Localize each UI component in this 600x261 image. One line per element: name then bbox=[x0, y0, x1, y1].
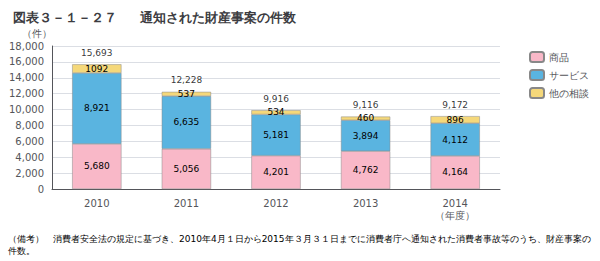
svg-text:（備考） 消費者安全法の規定に基づき、2010年4月１日から: （備考） 消費者安全法の規定に基づき、2010年4月１日から2015年３月３１日… bbox=[8, 234, 591, 244]
svg-text:5,680: 5,680 bbox=[84, 161, 110, 171]
svg-text:9,916: 9,916 bbox=[263, 94, 289, 104]
svg-text:4,762: 4,762 bbox=[353, 165, 379, 175]
svg-text:534: 534 bbox=[267, 107, 284, 117]
svg-text:サービス: サービス bbox=[549, 70, 589, 81]
svg-text:他の相談: 他の相談 bbox=[549, 88, 589, 99]
svg-text:3,894: 3,894 bbox=[353, 131, 379, 141]
svg-text:6,635: 6,635 bbox=[174, 117, 200, 127]
svg-text:4,164: 4,164 bbox=[442, 167, 468, 177]
svg-text:5,056: 5,056 bbox=[174, 164, 200, 174]
svg-text:2,000: 2,000 bbox=[15, 168, 44, 179]
svg-text:16,000: 16,000 bbox=[9, 56, 44, 67]
svg-text:0: 0 bbox=[38, 184, 44, 195]
svg-text:2014: 2014 bbox=[442, 198, 467, 209]
svg-text:通知された財産事案の件数: 通知された財産事案の件数 bbox=[139, 10, 297, 25]
svg-text:4,000: 4,000 bbox=[15, 152, 44, 163]
svg-text:商品: 商品 bbox=[549, 52, 569, 63]
svg-text:4,112: 4,112 bbox=[442, 135, 468, 145]
svg-text:537: 537 bbox=[178, 89, 195, 99]
svg-text:18,000: 18,000 bbox=[9, 41, 44, 52]
svg-text:5,181: 5,181 bbox=[263, 130, 289, 140]
svg-text:8,921: 8,921 bbox=[84, 103, 110, 113]
svg-text:2010: 2010 bbox=[84, 198, 109, 209]
svg-text:12,000: 12,000 bbox=[9, 88, 44, 99]
svg-text:15,693: 15,693 bbox=[81, 48, 113, 58]
svg-text:図表３－１－２７: 図表３－１－２７ bbox=[13, 10, 117, 25]
svg-text:14,000: 14,000 bbox=[9, 72, 44, 83]
svg-text:（件）: （件） bbox=[22, 28, 52, 39]
svg-text:9,116: 9,116 bbox=[353, 100, 379, 110]
svg-text:2012: 2012 bbox=[263, 198, 288, 209]
svg-text:2011: 2011 bbox=[174, 198, 199, 209]
svg-text:896: 896 bbox=[447, 115, 464, 125]
svg-text:9,172: 9,172 bbox=[442, 100, 468, 110]
svg-text:12,228: 12,228 bbox=[171, 75, 203, 85]
svg-text:10,000: 10,000 bbox=[9, 104, 44, 115]
svg-text:2013: 2013 bbox=[353, 198, 378, 209]
svg-text:件数。: 件数。 bbox=[8, 246, 35, 256]
svg-text:4,201: 4,201 bbox=[263, 167, 289, 177]
svg-text:460: 460 bbox=[357, 113, 374, 123]
svg-text:8,000: 8,000 bbox=[15, 120, 44, 131]
svg-text:（年度）: （年度） bbox=[435, 210, 475, 221]
svg-text:6,000: 6,000 bbox=[15, 136, 44, 147]
svg-text:1092: 1092 bbox=[85, 64, 108, 74]
